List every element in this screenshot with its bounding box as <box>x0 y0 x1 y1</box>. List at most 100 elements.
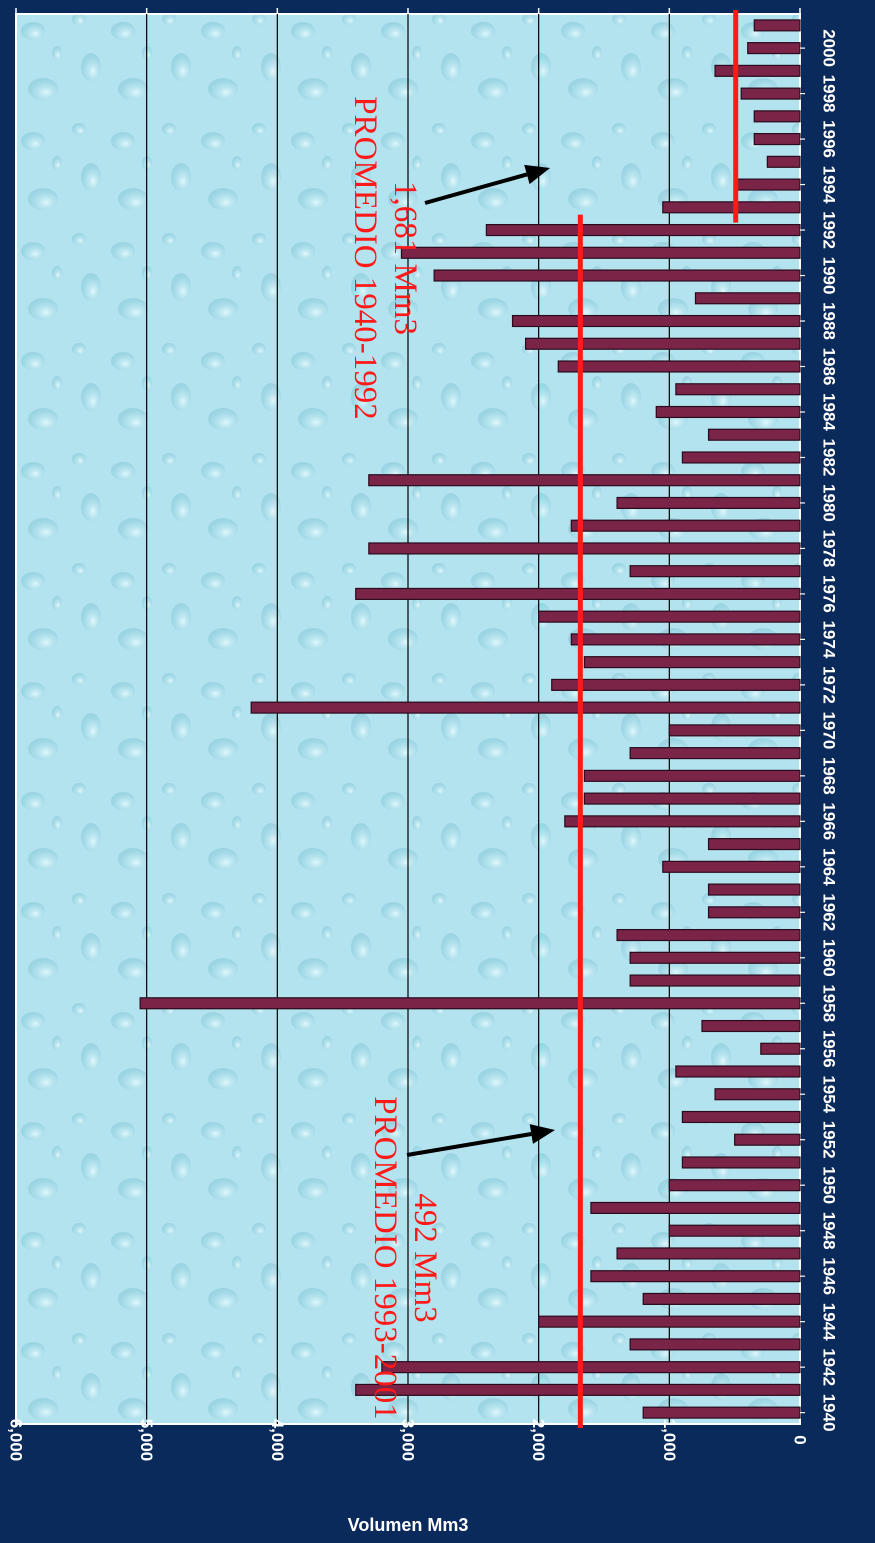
bar <box>433 269 801 282</box>
bar <box>760 1042 801 1055</box>
bar <box>675 383 801 396</box>
axis-title: Volumen Mm3 <box>348 1515 469 1535</box>
year-tick-label: 1994 <box>820 166 839 204</box>
bar <box>753 19 801 32</box>
year-tick-label: 1982 <box>820 439 839 477</box>
bar <box>400 246 801 259</box>
year-tick-label: 1990 <box>820 257 839 295</box>
year-tick-label: 1954 <box>820 1075 839 1113</box>
value-tick-label: 1,000 <box>660 1419 679 1462</box>
bar <box>557 360 801 373</box>
bar <box>668 724 801 737</box>
bar <box>525 337 801 350</box>
bar <box>662 860 801 873</box>
bar <box>681 451 801 464</box>
average-value-label: 492 Mm3 <box>407 1193 443 1322</box>
bar <box>668 1179 801 1192</box>
bar <box>714 1088 801 1101</box>
bar <box>570 633 801 646</box>
bar <box>753 110 801 123</box>
year-tick-label: 1968 <box>820 757 839 795</box>
bar <box>511 314 801 328</box>
bar <box>583 769 801 782</box>
bar <box>551 678 801 691</box>
bar <box>681 1110 801 1124</box>
bar <box>668 1224 801 1237</box>
bar <box>681 1156 801 1169</box>
year-tick-label: 1942 <box>820 1348 839 1386</box>
bar <box>707 883 801 896</box>
year-tick-label: 1996 <box>820 120 839 158</box>
year-tick-label: 1946 <box>820 1257 839 1295</box>
bar <box>564 815 801 828</box>
bar <box>694 292 801 305</box>
bar <box>538 610 801 623</box>
annotation-arrow <box>406 1132 532 1157</box>
bar <box>701 1019 801 1033</box>
bar <box>675 1065 801 1078</box>
bar <box>655 405 801 419</box>
year-tick-label: 1964 <box>820 848 839 886</box>
bar <box>616 1247 801 1260</box>
year-tick-label: 1986 <box>820 348 839 386</box>
year-tick-label: 1958 <box>820 984 839 1022</box>
bar <box>583 792 801 805</box>
year-tick-label: 1950 <box>820 1166 839 1204</box>
year-tick-label: 1976 <box>820 575 839 613</box>
bar <box>753 133 801 146</box>
bar <box>629 565 801 578</box>
bar <box>616 496 801 510</box>
bar <box>250 701 801 714</box>
bar <box>707 906 801 919</box>
bar <box>714 64 801 77</box>
value-tick-label: 6,000 <box>7 1419 26 1462</box>
bar <box>570 519 801 532</box>
annotation-arrowhead <box>524 164 550 185</box>
bar <box>766 155 801 168</box>
bar <box>629 951 801 964</box>
year-tick-label: 1970 <box>820 711 839 749</box>
year-tick-label: 1978 <box>820 530 839 568</box>
year-tick-label: 1952 <box>820 1121 839 1159</box>
bar <box>629 1338 801 1351</box>
year-tick-label: 1960 <box>820 939 839 977</box>
year-tick-label: 1948 <box>820 1212 839 1250</box>
year-tick-label: 1956 <box>820 1030 839 1068</box>
year-tick-label: 2000 <box>820 29 839 67</box>
year-tick-label: 1966 <box>820 802 839 840</box>
bar <box>734 178 801 191</box>
year-tick-label: 1962 <box>820 893 839 931</box>
annotation-arrow <box>424 172 528 205</box>
bar <box>707 428 801 441</box>
average-value-label: 1,681 Mm3 <box>387 181 423 335</box>
bar <box>590 1201 801 1215</box>
year-tick-label: 1992 <box>820 211 839 249</box>
average-label: PROMEDIO 1993-2001 <box>367 1096 403 1420</box>
year-tick-label: 1972 <box>820 666 839 704</box>
bar <box>734 1133 801 1146</box>
year-tick-label: 1974 <box>820 620 839 658</box>
bar <box>642 1292 801 1305</box>
bar <box>740 87 801 100</box>
value-tick-label: 4,000 <box>268 1419 287 1462</box>
year-tick-label: 1984 <box>820 393 839 431</box>
year-tick-label: 1944 <box>820 1303 839 1341</box>
bar <box>747 42 801 55</box>
value-tick-label: 3,000 <box>399 1419 418 1462</box>
year-tick-label: 1940 <box>820 1394 839 1432</box>
bar <box>707 838 801 851</box>
bar <box>629 974 801 987</box>
value-tick-label: 5,000 <box>137 1419 156 1462</box>
bar <box>368 542 801 555</box>
value-tick-label: 2,000 <box>529 1419 548 1462</box>
bar <box>662 201 801 214</box>
bar <box>642 1406 801 1419</box>
bar <box>139 997 801 1010</box>
bar <box>629 747 801 760</box>
annotation-arrowhead <box>529 1124 555 1144</box>
bar <box>616 928 801 942</box>
bar <box>381 1361 801 1374</box>
value-tick-label: 0 <box>791 1435 810 1444</box>
bar <box>590 1270 801 1283</box>
